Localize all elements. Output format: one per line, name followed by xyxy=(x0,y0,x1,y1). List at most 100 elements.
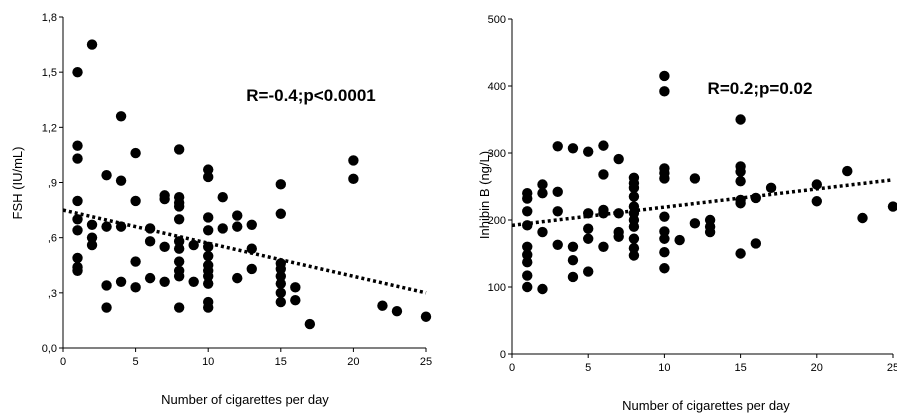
data-point xyxy=(72,66,83,78)
data-point xyxy=(659,226,670,237)
data-point xyxy=(275,263,286,275)
data-point xyxy=(144,272,156,284)
data-point xyxy=(173,144,185,155)
data-point xyxy=(246,219,257,230)
data-point xyxy=(537,226,548,238)
x-tick-label: 10 xyxy=(658,362,670,374)
x-tick-label: 10 xyxy=(202,356,214,368)
data-point xyxy=(522,257,533,268)
data-point xyxy=(537,179,548,190)
data-point xyxy=(598,169,609,180)
y-tick-label: 0 xyxy=(500,349,506,361)
data-point xyxy=(811,179,822,190)
data-point xyxy=(628,250,640,261)
data-point xyxy=(246,263,257,275)
x-tick-label: 25 xyxy=(420,356,432,368)
data-point xyxy=(811,196,822,207)
data-point xyxy=(628,233,640,244)
data-point xyxy=(522,206,533,217)
data-point xyxy=(735,198,746,209)
y-axis-label: Inhibin B (ng/L) xyxy=(477,151,492,239)
data-point xyxy=(348,155,359,166)
data-point xyxy=(115,111,127,122)
data-point xyxy=(290,294,301,306)
data-point xyxy=(232,272,243,284)
data-point xyxy=(583,223,594,234)
data-point xyxy=(173,214,185,225)
data-point xyxy=(188,276,199,287)
chart-fsh-vs-cigarettes: FSH (IU/mL) Number of cigarettes per day… xyxy=(10,12,432,407)
data-point xyxy=(203,212,214,223)
data-point xyxy=(567,271,579,283)
data-point xyxy=(735,248,746,259)
data-point xyxy=(391,306,403,317)
data-point xyxy=(101,221,112,232)
trend-line xyxy=(511,178,894,228)
data-point xyxy=(857,212,868,224)
data-point xyxy=(598,241,609,252)
y-tick-label: ,9 xyxy=(48,178,57,190)
data-point xyxy=(72,195,83,207)
data-point xyxy=(704,226,716,238)
data-point xyxy=(628,242,640,254)
data-point xyxy=(101,302,112,313)
y-tick-label: ,3 xyxy=(48,288,57,300)
y-tick-label: 1,5 xyxy=(42,67,57,79)
data-point xyxy=(659,70,670,82)
data-point xyxy=(203,171,214,183)
x-tick-label: 5 xyxy=(133,356,139,368)
chart-inhibin-vs-cigarettes: Inhibin B (ng/L) Number of cigarettes pe… xyxy=(477,14,897,413)
data-point xyxy=(583,146,594,157)
data-point xyxy=(348,173,359,185)
data-point xyxy=(159,241,170,253)
x-tick-label: 0 xyxy=(509,362,515,374)
data-point xyxy=(674,234,685,246)
data-point xyxy=(377,300,388,311)
data-point xyxy=(522,281,533,293)
data-point xyxy=(144,236,156,247)
data-point xyxy=(613,153,624,165)
data-point xyxy=(598,140,609,151)
data-point xyxy=(887,201,897,212)
data-point xyxy=(567,143,579,154)
data-point xyxy=(86,39,98,50)
y-tick-label: 1,8 xyxy=(42,12,57,24)
data-point xyxy=(537,188,548,199)
data-point xyxy=(130,195,141,207)
data-point xyxy=(613,231,624,242)
y-tick-label: 100 xyxy=(488,282,506,294)
data-point xyxy=(659,233,670,244)
data-point xyxy=(72,265,83,276)
data-point xyxy=(290,282,301,293)
data-point xyxy=(275,287,286,299)
data-point xyxy=(159,193,170,205)
x-tick-label: 15 xyxy=(734,362,746,374)
data-point xyxy=(101,169,112,181)
data-point xyxy=(173,256,185,267)
x-tick-label: 0 xyxy=(60,356,66,368)
data-point xyxy=(552,141,563,152)
data-point xyxy=(86,219,98,230)
data-point xyxy=(567,241,579,252)
data-point xyxy=(583,266,594,277)
data-point xyxy=(522,249,533,261)
data-point xyxy=(552,206,563,217)
y-tick-label: 0,0 xyxy=(42,343,57,355)
data-point xyxy=(203,302,214,313)
data-point xyxy=(522,270,533,281)
data-point xyxy=(842,165,853,177)
data-point xyxy=(72,140,83,151)
data-point xyxy=(130,256,141,267)
data-point xyxy=(173,201,185,212)
data-point xyxy=(659,173,670,184)
x-tick-label: 20 xyxy=(811,362,823,374)
data-point xyxy=(232,221,243,232)
data-point xyxy=(101,280,112,291)
data-point xyxy=(552,239,563,250)
data-point xyxy=(659,263,670,274)
data-point xyxy=(203,225,214,236)
y-tick-label: 500 xyxy=(488,14,506,26)
data-point xyxy=(217,223,228,234)
data-point xyxy=(735,175,746,187)
